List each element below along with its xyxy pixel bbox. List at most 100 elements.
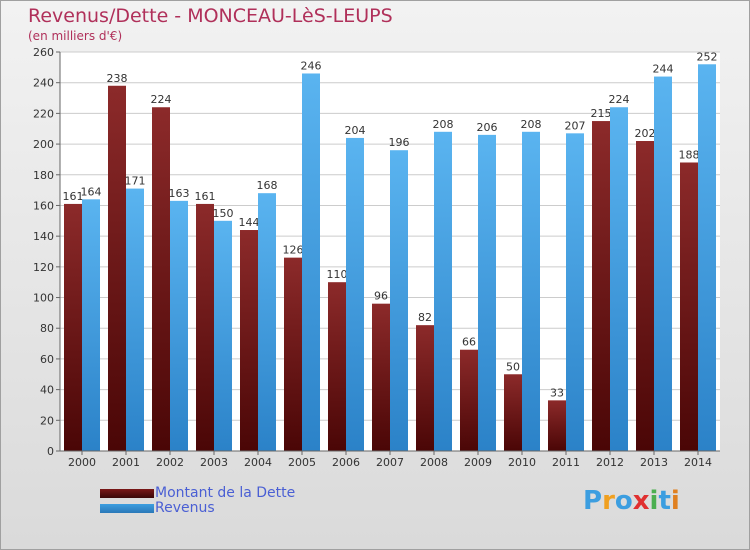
bar-dette <box>636 141 654 451</box>
data-label-dette: 82 <box>418 311 432 324</box>
bar-revenus <box>434 131 452 452</box>
brand-letter: r <box>602 486 615 516</box>
bar-dette <box>64 203 82 451</box>
y-tick-label: 100 <box>33 292 54 305</box>
brand-letter: x <box>632 486 650 516</box>
bar-revenus <box>654 76 672 452</box>
y-tick-label: 200 <box>33 138 54 151</box>
y-tick-label: 160 <box>33 199 54 212</box>
y-tick-label: 260 <box>33 46 54 59</box>
data-label-revenus: 246 <box>301 59 322 72</box>
data-label-dette: 66 <box>462 336 476 349</box>
data-label-dette: 110 <box>327 268 348 281</box>
data-label-dette: 126 <box>283 244 304 257</box>
brand-logo: Proxiti <box>583 486 680 516</box>
bar-dette <box>328 282 346 451</box>
legend-swatch-dette <box>100 489 154 498</box>
data-label-revenus: 224 <box>609 93 630 106</box>
y-tick-label: 140 <box>33 230 54 243</box>
x-tick-label: 2014 <box>684 456 712 469</box>
x-tick-label: 2006 <box>332 456 360 469</box>
x-tick-label: 2009 <box>464 456 492 469</box>
brand-letter: i <box>649 486 659 516</box>
x-tick-label: 2004 <box>244 456 272 469</box>
chart-title: Revenus/Dette - MONCEAU-LèS-LEUPS <box>28 5 393 27</box>
data-label-revenus: 244 <box>653 63 674 76</box>
x-tick-label: 2011 <box>552 456 580 469</box>
data-label-dette: 161 <box>63 190 84 203</box>
data-label-revenus: 196 <box>389 136 410 149</box>
bar-dette <box>680 162 698 451</box>
x-tick-label: 2003 <box>200 456 228 469</box>
data-label-revenus: 208 <box>433 118 454 131</box>
y-tick-label: 240 <box>33 77 54 90</box>
bar-revenus <box>258 193 276 451</box>
y-tick-label: 0 <box>47 445 54 458</box>
y-tick-label: 80 <box>40 322 54 335</box>
y-tick-label: 20 <box>40 414 54 427</box>
bar-revenus <box>478 134 496 451</box>
bar-revenus <box>610 107 628 451</box>
bar-revenus <box>170 200 188 451</box>
bar-revenus <box>566 133 584 452</box>
brand-letter: i <box>670 486 680 516</box>
data-label-revenus: 204 <box>345 124 366 137</box>
bar-dette <box>152 107 170 451</box>
brand-letter: o <box>614 486 633 516</box>
bar-dette <box>240 230 258 451</box>
bar-dette <box>108 85 126 451</box>
bar-dette <box>372 303 390 451</box>
bar-revenus <box>522 131 540 452</box>
bar-revenus <box>126 188 144 452</box>
chart-subtitle: (en milliers d'€) <box>28 29 123 43</box>
data-label-dette: 238 <box>107 72 128 85</box>
data-label-revenus: 252 <box>697 50 718 63</box>
x-tick-label: 2010 <box>508 456 536 469</box>
x-tick-label: 2012 <box>596 456 624 469</box>
data-label-revenus: 208 <box>521 118 542 131</box>
y-tick-label: 220 <box>33 107 54 120</box>
bar-dette <box>284 257 302 451</box>
data-label-revenus: 164 <box>81 185 102 198</box>
data-label-dette: 224 <box>151 93 172 106</box>
legend-swatch-revenus <box>100 504 154 513</box>
bar-dette <box>592 121 610 452</box>
bar-revenus <box>302 73 320 451</box>
data-label-dette: 161 <box>195 190 216 203</box>
x-tick-label: 2013 <box>640 456 668 469</box>
data-label-revenus: 171 <box>125 175 146 188</box>
data-label-revenus: 163 <box>169 187 190 200</box>
bar-dette <box>504 374 522 451</box>
data-label-dette: 144 <box>239 216 260 229</box>
bar-revenus <box>82 199 100 451</box>
bar-dette <box>548 400 566 451</box>
brand-letter: P <box>583 486 603 516</box>
y-tick-label: 120 <box>33 261 54 274</box>
bar-dette <box>460 349 478 451</box>
bar-revenus <box>698 64 716 452</box>
data-label-dette: 188 <box>679 148 700 161</box>
data-label-dette: 96 <box>374 290 388 303</box>
bar-dette <box>416 325 434 451</box>
legend-label-revenus: Revenus <box>155 500 215 516</box>
data-label-dette: 215 <box>591 107 612 120</box>
y-tick-label: 180 <box>33 169 54 182</box>
bar-revenus <box>346 137 364 451</box>
x-tick-label: 2008 <box>420 456 448 469</box>
data-label-revenus: 207 <box>565 119 586 132</box>
x-tick-label: 2005 <box>288 456 316 469</box>
bar-dette <box>196 203 214 451</box>
data-label-dette: 202 <box>635 127 656 140</box>
y-tick-label: 60 <box>40 353 54 366</box>
x-tick-label: 2000 <box>68 456 96 469</box>
data-label-revenus: 150 <box>213 207 234 220</box>
x-tick-label: 2007 <box>376 456 404 469</box>
x-tick-label: 2001 <box>112 456 140 469</box>
bar-revenus <box>214 220 232 451</box>
data-label-revenus: 206 <box>477 121 498 134</box>
brand-letter: t <box>658 486 671 516</box>
y-tick-label: 40 <box>40 384 54 397</box>
bar-revenus <box>390 150 408 451</box>
data-label-dette: 50 <box>506 360 520 373</box>
